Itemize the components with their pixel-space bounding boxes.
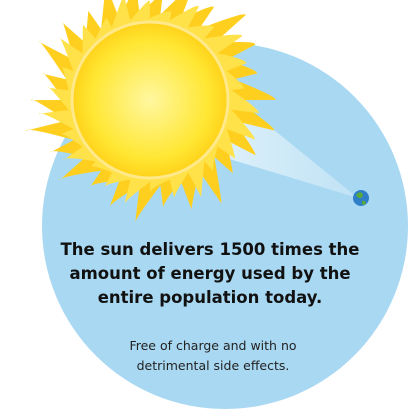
- headline-line: The sun delivers 1500 times the: [61, 240, 360, 259]
- page: {"headline": {"lines": ["The sun deliver…: [0, 0, 420, 411]
- earth: [353, 190, 369, 206]
- headline-line: amount of energy used by the: [69, 264, 350, 283]
- sun-core: [72, 22, 228, 178]
- subtext-line: detrimental side effects.: [137, 358, 290, 373]
- subtext-line: Free of charge and with no: [129, 338, 296, 353]
- infographic: The sun delivers 1500 times the amount o…: [0, 0, 420, 411]
- headline-line: entire population today.: [98, 288, 323, 307]
